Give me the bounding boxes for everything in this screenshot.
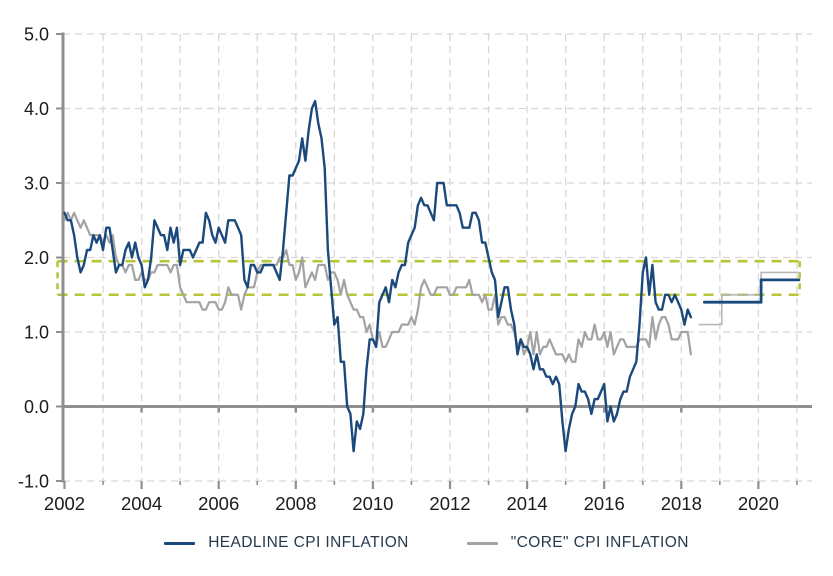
x-tick-label: 2020 [738,493,779,514]
headline-line-swatch [164,541,196,545]
chart-legend: HEADLINE CPI INFLATION "CORE" CPI INFLAT… [10,534,833,552]
x-tick-label: 2004 [121,493,162,514]
headline-cpi-forecast-line [703,278,801,304]
y-tick-label: 5.0 [24,25,49,45]
x-tick-label: 2002 [44,493,85,514]
y-tick-label: 4.0 [24,99,49,119]
x-tick-label: 2012 [429,493,470,514]
x-tick-label: 2006 [198,493,239,514]
core-line-swatch [466,541,498,545]
x-tick-label: 2016 [584,493,625,514]
legend-item-headline: HEADLINE CPI INFLATION [164,534,409,552]
legend-item-core: "CORE" CPI INFLATION [466,534,689,552]
x-tick-label: 2010 [352,493,393,514]
y-tick-label: -1.0 [18,472,49,492]
legend-label-core: "CORE" CPI INFLATION [510,534,689,551]
y-tick-label: 1.0 [24,323,49,343]
headline-cpi-line [63,99,693,453]
x-tick-label: 2008 [275,493,316,514]
x-tick-label: 2018 [661,493,702,514]
core-cpi-forecast-line [698,271,800,326]
x-tick-label: 2014 [507,493,548,514]
y-tick-label: 3.0 [24,174,49,194]
legend-label-headline: HEADLINE CPI INFLATION [208,534,409,551]
y-tick-label: 0.0 [24,397,49,417]
y-tick-label: 2.0 [24,248,49,268]
